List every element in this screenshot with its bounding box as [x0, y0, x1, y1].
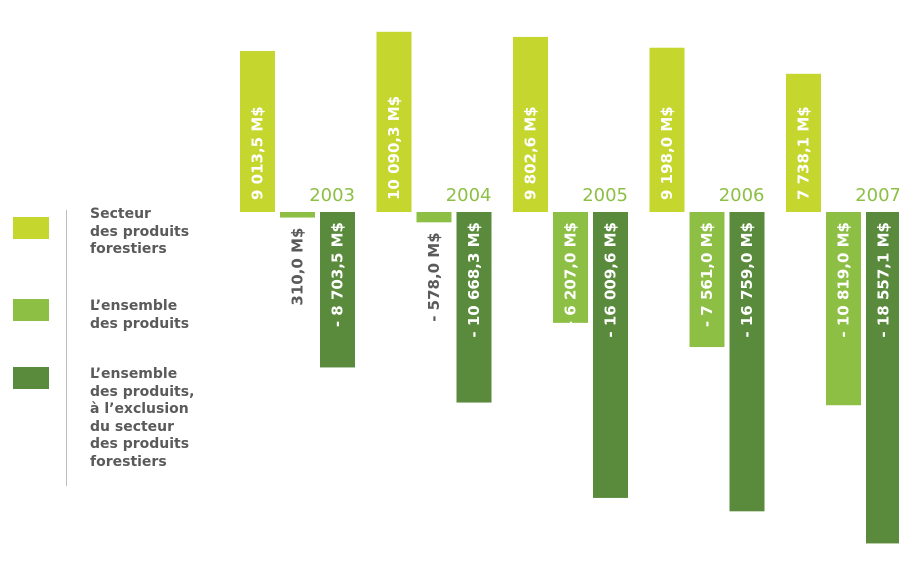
value-label-all-products-2003: 310,0 M$	[289, 228, 307, 306]
bar-all-products-2004	[416, 212, 452, 223]
year-label-2004: 2004	[446, 185, 492, 206]
year-label-2006: 2006	[719, 185, 765, 206]
value-label-all-products-excl-forest-2004: - 10 668,3 M$	[465, 222, 483, 338]
value-label-all-products-excl-forest-2007: - 18 557,1 M$	[875, 222, 893, 338]
value-label-all-products-2005: - 6 207,0 M$	[562, 222, 580, 327]
bar-all-products-excl-forest-2006	[729, 212, 765, 512]
bar-forest-sector-2007	[786, 73, 821, 212]
bar-forest-sector-2005	[513, 36, 548, 212]
legend-label-forest-sector: Secteur des produits forestiers	[90, 206, 190, 257]
bar-forest-sector-2004	[376, 31, 412, 212]
value-label-forest-sector-2003: 9 013,5 M$	[249, 106, 267, 200]
bar-all-products-2006	[689, 212, 725, 348]
bar-all-products-excl-forest-2004	[456, 212, 492, 403]
bar-forest-sector-2006	[649, 47, 685, 212]
value-label-forest-sector-2004: 10 090,3 M$	[385, 96, 403, 200]
value-label-all-products-excl-forest-2006: - 16 759,0 M$	[738, 222, 756, 338]
value-label-forest-sector-2005: 9 802,6 M$	[522, 106, 540, 200]
bar-all-products-2007	[826, 212, 861, 406]
value-label-all-products-2004: - 578,0 M$	[425, 232, 443, 321]
legend-swatch-forest-sector	[13, 217, 49, 239]
bar-all-products-excl-forest-2003	[320, 212, 355, 368]
legend-swatch-all-products-excluding-forest	[13, 367, 49, 389]
bar-all-products-excl-forest-2005	[593, 212, 628, 498]
value-label-forest-sector-2006: 9 198,0 M$	[658, 106, 676, 200]
bar-forest-sector-2003	[240, 51, 275, 212]
value-label-all-products-excl-forest-2005: - 16 009,6 M$	[602, 222, 620, 338]
year-label-2007: 2007	[855, 185, 899, 206]
legend-divider	[66, 210, 67, 486]
bar-all-products-2005	[553, 212, 588, 323]
value-label-all-products-2006: - 7 561,0 M$	[698, 222, 716, 327]
legend: Secteur des produits forestiers L’ensemb…	[0, 0, 260, 582]
bar-all-products-excl-forest-2007	[866, 212, 899, 544]
legend-label-all-products-excluding-forest: L’ensemble des produits, à l’exclusion d…	[90, 366, 195, 470]
legend-label-all-products: L’ensemble des produits	[90, 298, 190, 332]
legend-swatch-all-products	[13, 299, 49, 321]
year-label-2003: 2003	[309, 185, 355, 206]
year-label-2005: 2005	[582, 185, 628, 206]
bar-all-products-2003	[280, 212, 315, 218]
value-label-forest-sector-2007: 7 738,1 M$	[795, 106, 813, 200]
value-label-all-products-2007: - 10 819,0 M$	[835, 222, 853, 338]
value-label-all-products-excl-forest-2003: - 8 703,5 M$	[329, 222, 347, 327]
